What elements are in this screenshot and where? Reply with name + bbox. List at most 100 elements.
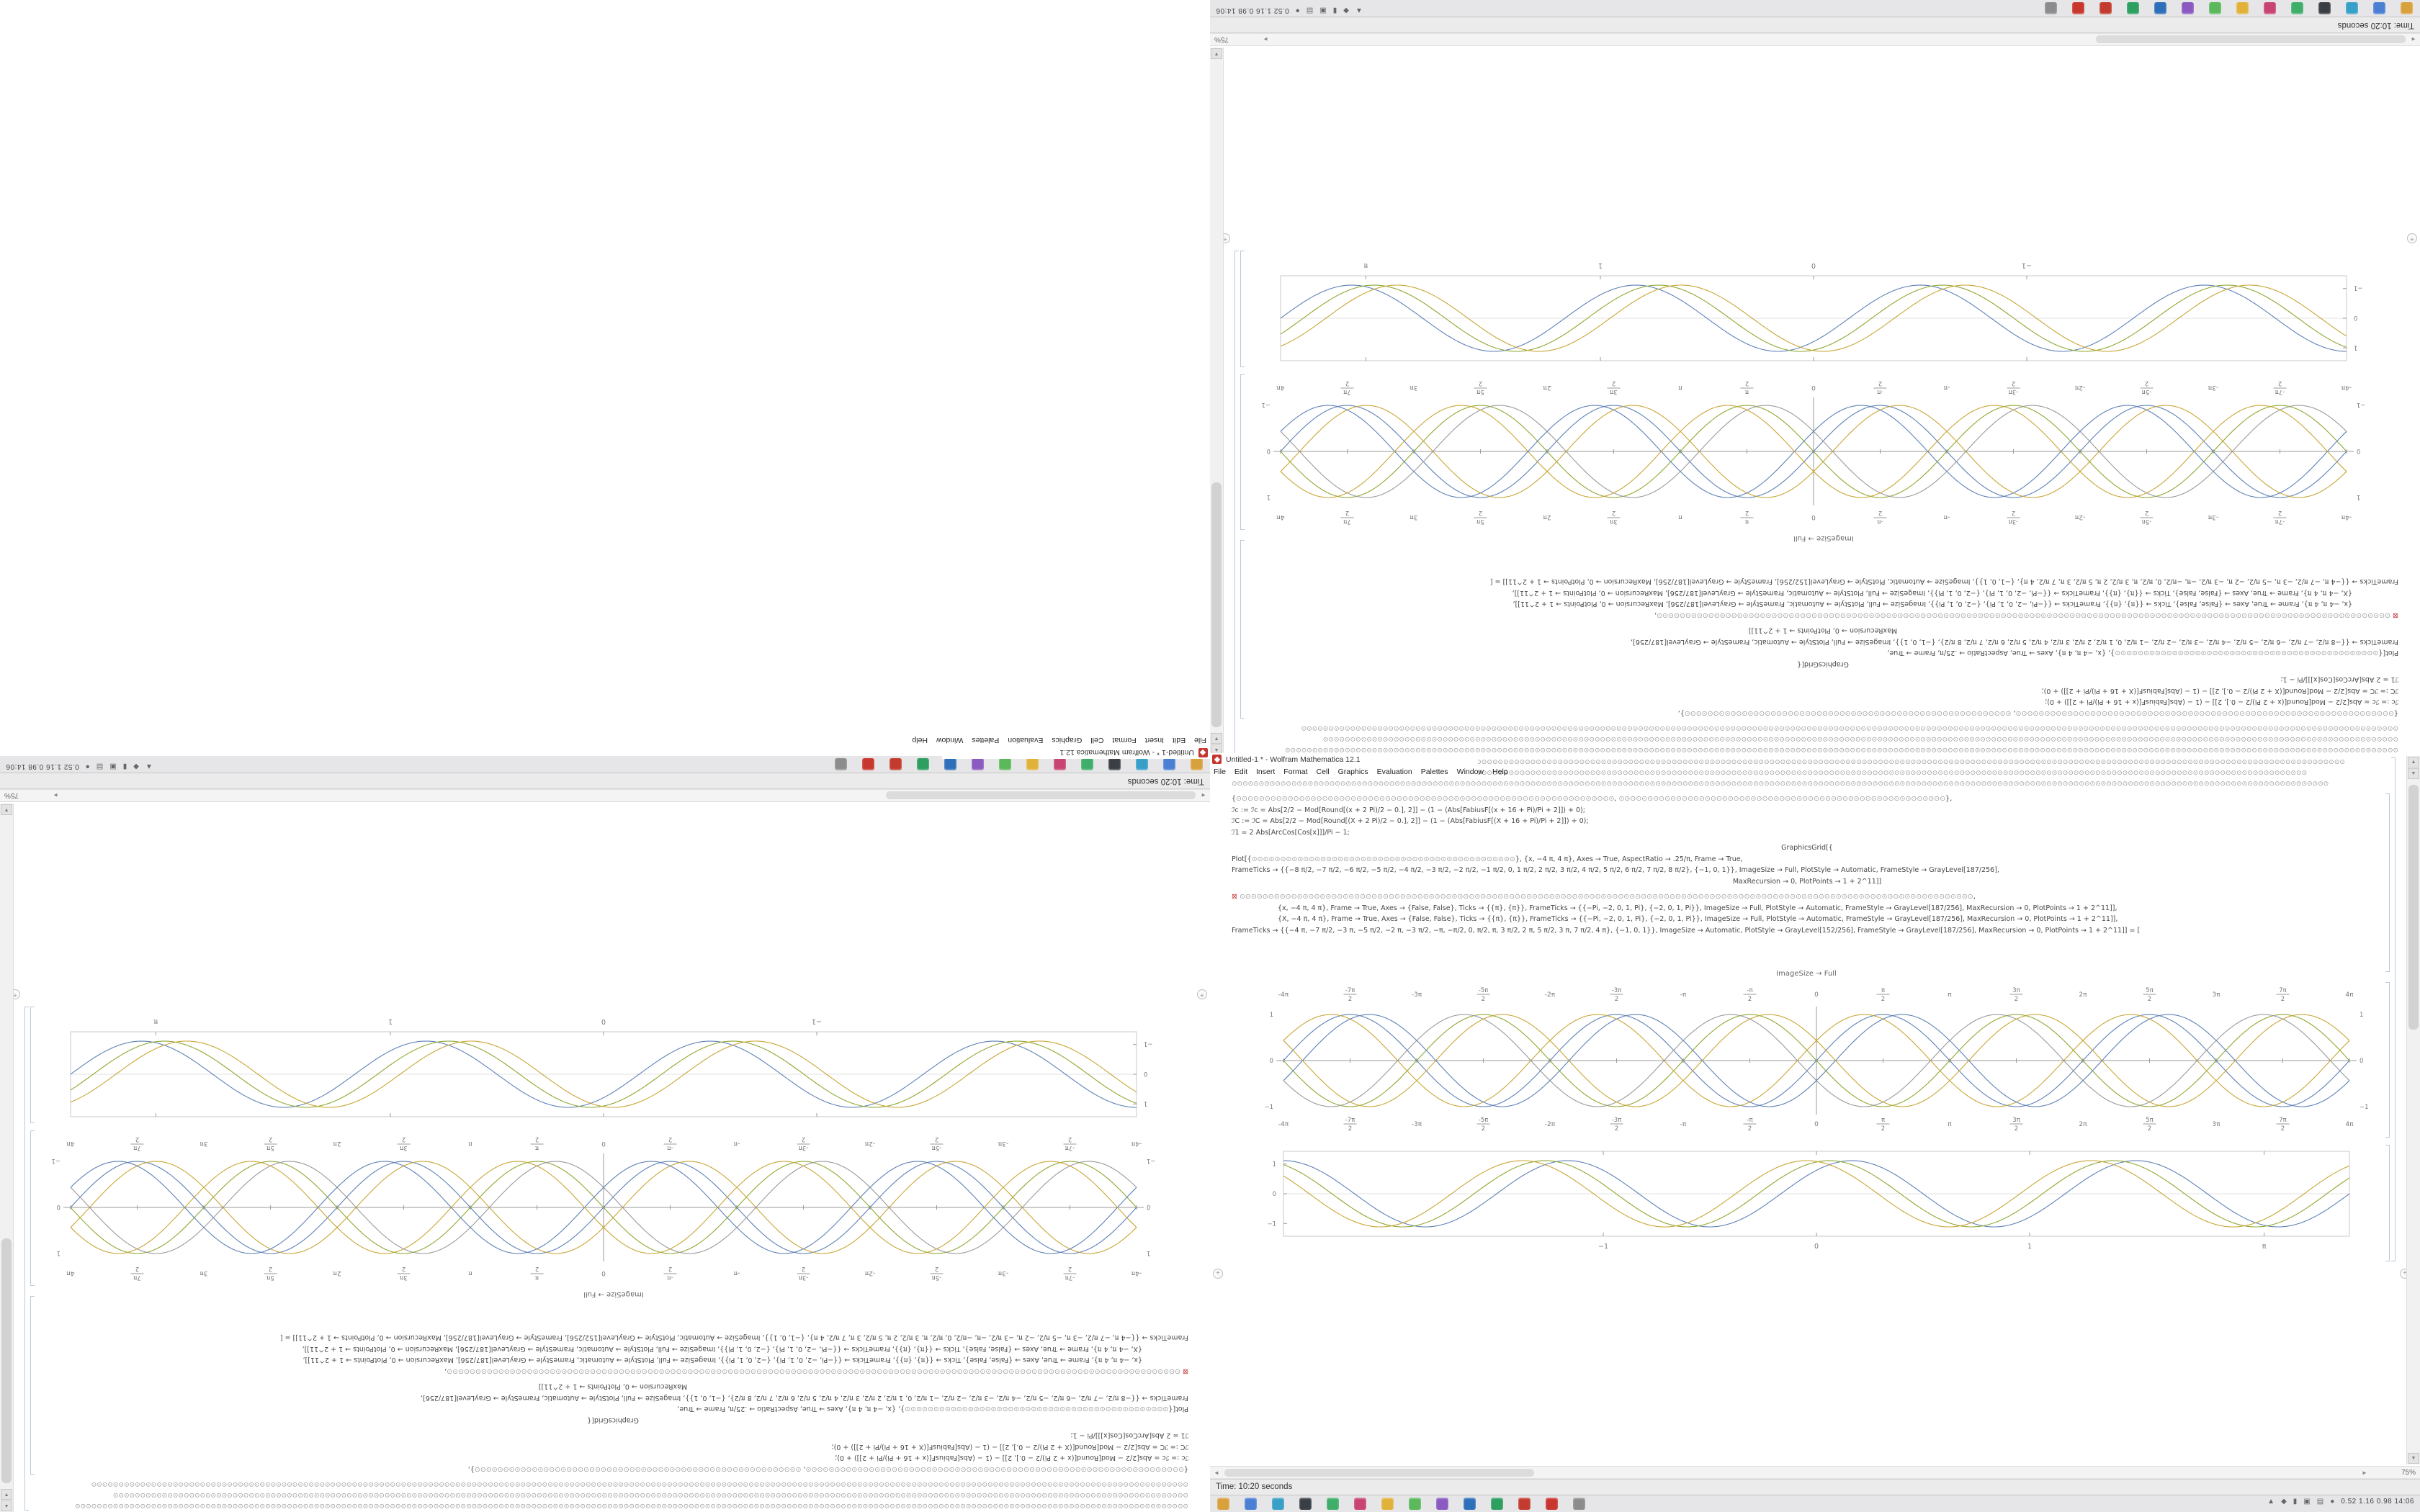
scrollbar-thumb[interactable] (2408, 785, 2419, 1030)
scroll-right-button[interactable]: ► (53, 792, 58, 798)
scroll-down-button[interactable]: ▼ (1211, 733, 1222, 744)
taskbar-icon-photos[interactable] (1381, 1498, 1394, 1510)
tray-icon-clipboard[interactable]: ▣ (109, 762, 117, 770)
tray-icon-volume[interactable]: ◆ (2281, 1498, 2287, 1506)
menu-item-edit[interactable]: Edit (1172, 736, 1186, 744)
taskbar-icon-settings[interactable] (2045, 2, 2057, 14)
tray-icon-indicator[interactable]: ● (1295, 6, 1300, 14)
horizontal-scrollbar[interactable]: ◄ ► 75% (0, 789, 1210, 802)
scroll-left-button[interactable]: ◄ (1201, 792, 1206, 798)
zoom-level[interactable]: 75% (4, 791, 19, 799)
menu-item-format[interactable]: Format (1283, 768, 1308, 776)
taskbar-icon-pdf-reader[interactable] (2099, 2, 2112, 14)
menu-item-graphics[interactable]: Graphics (1337, 768, 1368, 776)
cell-bracket-tickplot[interactable] (1240, 374, 1245, 530)
hscrollbar-thumb[interactable] (886, 791, 1196, 799)
magnify-button[interactable]: + (1213, 1269, 1223, 1279)
taskbar-icon-pdf-reader[interactable] (1518, 1498, 1531, 1510)
zoom-level[interactable]: 75% (1214, 35, 1229, 43)
taskbar-icon-calculator[interactable] (972, 758, 984, 770)
taskbar-icon-calculator[interactable] (2182, 2, 2194, 14)
menu-item-graphics[interactable]: Graphics (1052, 736, 1083, 744)
scroll-up-button[interactable]: ▲ (2408, 757, 2419, 768)
taskbar-icon-file-manager[interactable] (1191, 758, 1203, 770)
taskbar-icon-mathematica[interactable] (2072, 2, 2084, 14)
taskbar-icon-pdf-reader[interactable] (889, 758, 902, 770)
taskbar-icon-photos[interactable] (2236, 2, 2249, 14)
scroll-right-button[interactable]: ► (1263, 36, 1268, 42)
scroll-up-button[interactable]: ▲ (1, 1500, 12, 1511)
magnify-button[interactable]: + (2407, 233, 2417, 243)
taskbar-icon-settings[interactable] (835, 758, 847, 770)
tray-icon-network[interactable]: ▲ (145, 762, 153, 770)
menu-item-palettes[interactable]: Palettes (1420, 768, 1448, 776)
taskbar-icon-office-calc[interactable] (2127, 2, 2139, 14)
taskbar-icon-media-player[interactable] (1354, 1498, 1366, 1510)
tray-icon-battery[interactable]: ▮ (1332, 6, 1337, 14)
taskbar-icon-office-writer[interactable] (1464, 1498, 1476, 1510)
tray-icon-clipboard[interactable]: ▣ (1319, 6, 1327, 14)
taskbar-icon-chat[interactable] (999, 758, 1011, 770)
vertical-scrollbar[interactable]: ▲ ▼ ▼ (2406, 756, 2420, 1464)
taskbar-icon-calculator[interactable] (1436, 1498, 1448, 1510)
taskbar-icon-mathematica[interactable] (1546, 1498, 1558, 1510)
tray-icon-clipboard[interactable]: ▣ (2303, 1498, 2311, 1506)
menu-item-file[interactable]: File (1214, 768, 1226, 776)
taskbar-icon-browser[interactable] (1163, 758, 1175, 770)
cell-bracket-tickplot[interactable] (2385, 982, 2390, 1138)
menu-item-palettes[interactable]: Palettes (972, 736, 1000, 744)
menu-item-help[interactable]: Help (912, 736, 928, 744)
taskbar-icon-browser[interactable] (1245, 1498, 1257, 1510)
tray-icon-monitor[interactable]: ▤ (1306, 6, 1314, 14)
scroll-down-button[interactable]: ▼ (2408, 768, 2419, 779)
horizontal-scrollbar[interactable]: ◄ ► 75% (1210, 1466, 2420, 1479)
taskbar-icon-file-manager[interactable] (1217, 1498, 1229, 1510)
taskbar-icon-terminal[interactable] (1108, 758, 1121, 770)
window-title-bar[interactable]: Untitled-1 * - Wolfram Mathematica 12.1 (1210, 753, 1478, 765)
menu-item-evaluation[interactable]: Evaluation (1376, 768, 1412, 776)
taskbar-icon-browser[interactable] (2373, 2, 2385, 14)
menu-item-file[interactable]: File (1194, 736, 1206, 744)
taskbar-icon-mail[interactable] (2346, 2, 2358, 14)
tray-icon-indicator[interactable]: ● (2330, 1498, 2335, 1506)
scroll-left-button[interactable]: ◄ (1214, 1470, 1219, 1476)
cell-bracket-framedplot[interactable] (2385, 1145, 2390, 1261)
taskbar-icon-office-calc[interactable] (917, 758, 929, 770)
tray-icon-volume[interactable]: ◆ (133, 762, 139, 770)
menu-item-window[interactable]: Window (936, 736, 964, 744)
taskbar-icon-mail[interactable] (1272, 1498, 1284, 1510)
tray-icon-volume[interactable]: ◆ (1343, 6, 1349, 14)
taskbar-icon-text-editor[interactable] (1327, 1498, 1339, 1510)
taskbar-icon-chat[interactable] (1409, 1498, 1421, 1510)
taskbar-icon-mail[interactable] (1136, 758, 1148, 770)
cell-bracket-group[interactable] (1234, 251, 1239, 755)
cell-bracket-code[interactable] (30, 1296, 35, 1475)
menu-item-insert[interactable]: Insert (1256, 768, 1276, 776)
menu-item-format[interactable]: Format (1112, 736, 1137, 744)
menu-item-help[interactable]: Help (1492, 768, 1508, 776)
taskbar-icon-settings[interactable] (1573, 1498, 1585, 1510)
vertical-scrollbar[interactable]: ▲ ▼ ▼ (0, 804, 14, 1512)
scroll-right-button[interactable]: ► (2362, 1470, 2367, 1476)
taskbar-icon-terminal[interactable] (2318, 2, 2331, 14)
scroll-down-button[interactable]: ▼ (1, 1489, 12, 1500)
hscrollbar-thumb[interactable] (2096, 35, 2406, 43)
scroll-down-button[interactable]: ▼ (2408, 1453, 2419, 1464)
taskbar-icon-office-writer[interactable] (944, 758, 956, 770)
taskbar-icon-chat[interactable] (2209, 2, 2221, 14)
vertical-scrollbar[interactable]: ▲ ▼ ▼ (1210, 48, 1224, 756)
taskbar-icon-file-manager[interactable] (2401, 2, 2413, 14)
tray-icon-network[interactable]: ▲ (2267, 1498, 2275, 1506)
tray-icon-monitor[interactable]: ▤ (2316, 1498, 2324, 1506)
tray-icon-battery[interactable]: ▮ (2293, 1498, 2298, 1506)
taskbar-icon-office-writer[interactable] (2154, 2, 2166, 14)
scrollbar-thumb[interactable] (1211, 482, 1222, 727)
menu-item-edit[interactable]: Edit (1234, 768, 1248, 776)
menu-item-window[interactable]: Window (1456, 768, 1484, 776)
zoom-level[interactable]: 75% (2401, 1469, 2416, 1477)
tray-icon-monitor[interactable]: ▤ (96, 762, 104, 770)
tray-icon-battery[interactable]: ▮ (122, 762, 127, 770)
cell-bracket-framedplot[interactable] (30, 1007, 35, 1123)
cell-bracket-code[interactable] (1240, 540, 1245, 719)
window-title-bar[interactable]: Untitled-1 * - Wolfram Mathematica 12.1 (942, 747, 1210, 759)
